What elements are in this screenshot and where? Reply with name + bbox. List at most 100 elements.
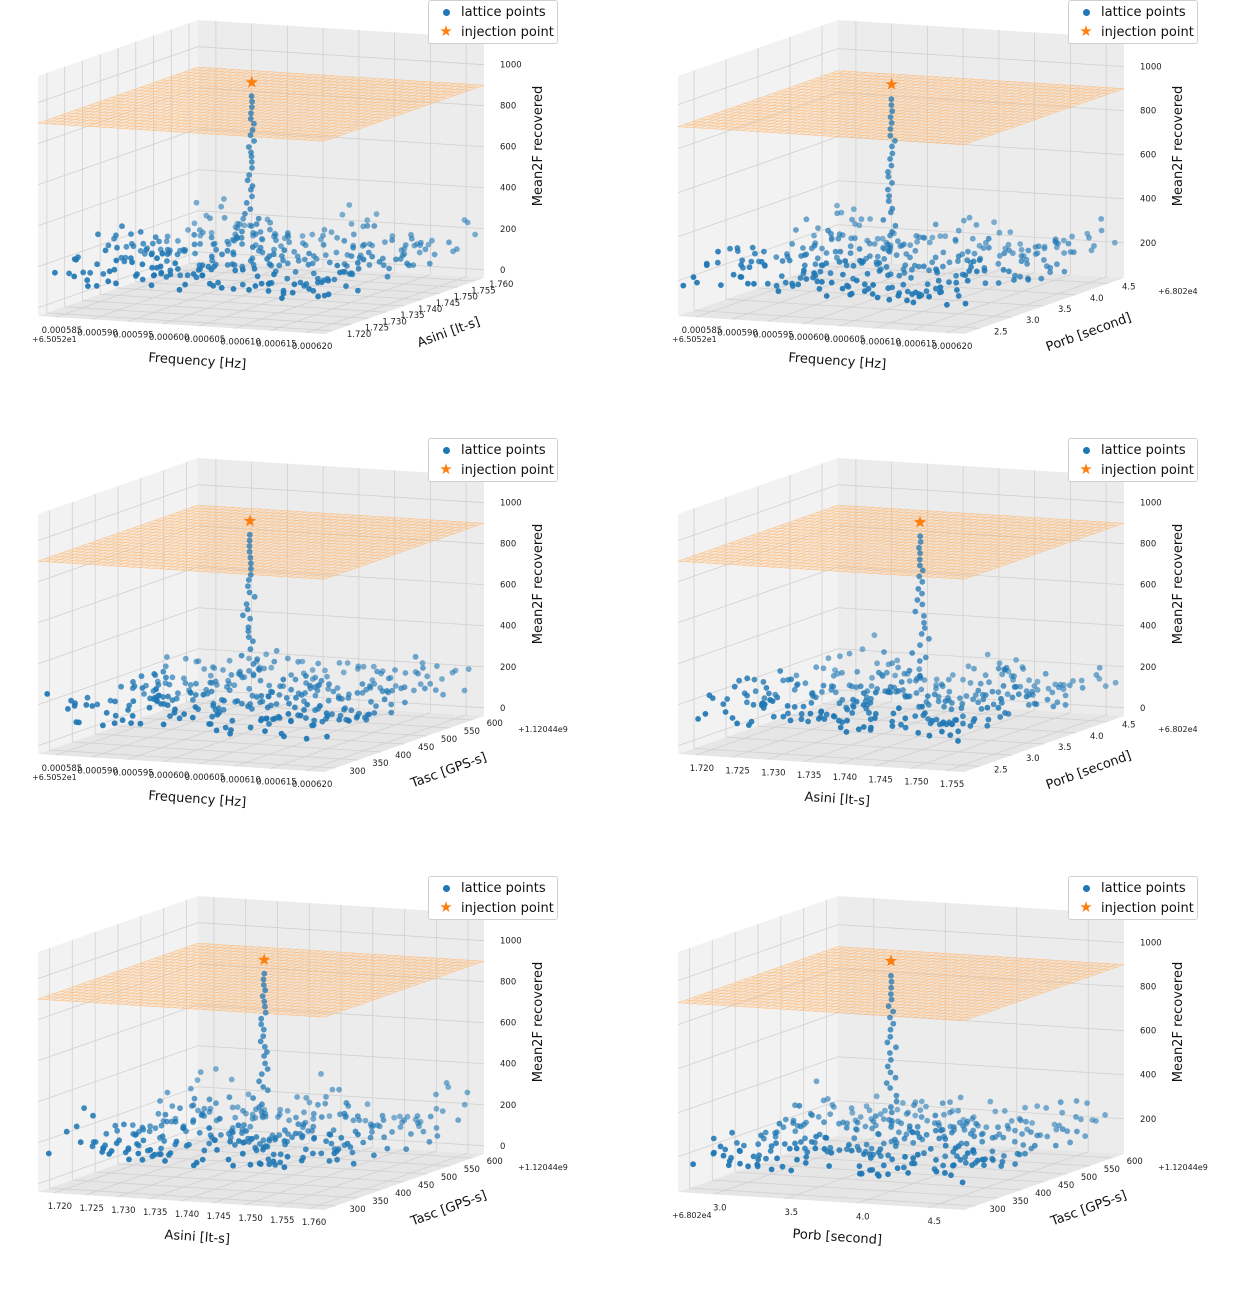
lattice-point: [981, 267, 988, 274]
x-tick-label: 0.000590: [77, 328, 118, 338]
lattice-point: [246, 172, 253, 178]
lattice-point: [260, 1026, 267, 1033]
lattice-point: [995, 704, 1002, 711]
lattice-point: [220, 667, 226, 673]
lattice-point: [89, 1143, 96, 1150]
lattice-point: [247, 724, 254, 731]
y-tick-label: 350: [1012, 1197, 1028, 1207]
y-tick-label: 3.0: [1026, 316, 1040, 326]
lattice-point: [1061, 268, 1068, 275]
lattice-point: [761, 695, 768, 702]
x-tick-label: 1.720: [48, 1202, 72, 1212]
lattice-point: [146, 1128, 153, 1135]
lattice-point: [902, 724, 909, 731]
lattice-point: [327, 1131, 334, 1138]
lattice-point: [277, 1106, 284, 1113]
lattice-point: [814, 278, 821, 285]
lattice-point: [793, 227, 799, 233]
lattice-point: [846, 1142, 852, 1148]
lattice-point: [849, 1109, 856, 1116]
lattice-point: [893, 1098, 900, 1105]
lattice-point: [1001, 1153, 1007, 1159]
lattice-point: [995, 665, 1002, 672]
lattice-point: [980, 245, 987, 252]
lattice-point: [239, 674, 246, 681]
lattice-point: [979, 1138, 986, 1145]
lattice-point: [792, 1102, 798, 1109]
lattice-point: [971, 1133, 978, 1140]
lattice-point: [873, 1093, 880, 1100]
lattice-point: [370, 663, 377, 670]
lattice-point: [209, 713, 216, 720]
lattice-point: [244, 606, 251, 613]
z-axis-label: Mean2F recovered: [531, 524, 546, 644]
lattice-point: [866, 1107, 873, 1114]
lattice-point: [902, 1153, 908, 1160]
lattice-point: [798, 711, 805, 717]
lattice-point: [1059, 1126, 1066, 1133]
x-tick-label: 1.745: [207, 1212, 231, 1222]
lattice-point: [985, 244, 992, 251]
lattice-dot-icon: [1077, 442, 1095, 460]
lattice-point: [246, 548, 253, 555]
lattice-point: [336, 660, 343, 666]
lattice-point: [830, 713, 837, 719]
lattice-point: [904, 297, 910, 304]
lattice-point: [350, 244, 357, 251]
y-offset-label: +6.802e4: [1158, 725, 1198, 734]
lattice-point: [354, 713, 361, 720]
lattice-point: [315, 660, 322, 667]
lattice-point: [1020, 1142, 1027, 1148]
lattice-point: [887, 1014, 893, 1021]
lattice-point: [980, 1156, 987, 1163]
lattice-point: [228, 672, 235, 678]
lattice-point: [189, 714, 196, 721]
lattice-point: [433, 1105, 440, 1112]
lattice-point: [73, 1123, 80, 1130]
lattice-point: [235, 1122, 242, 1129]
lattice-point: [1044, 696, 1051, 703]
lattice-point: [359, 681, 366, 687]
lattice-point: [376, 1123, 383, 1130]
z-tick-label: 0: [1140, 704, 1145, 714]
lattice-point: [249, 98, 256, 105]
lattice-point: [169, 697, 176, 704]
y-tick-label: 300: [989, 1205, 1005, 1215]
lattice-point: [844, 1146, 850, 1153]
legend-label-injection: injection point: [461, 25, 554, 40]
lattice-point: [888, 972, 894, 979]
lattice-point: [102, 247, 109, 254]
lattice-point: [1098, 216, 1105, 222]
lattice-point: [949, 700, 955, 706]
lattice-point: [455, 1117, 462, 1123]
x-tick-label: 0.000620: [932, 342, 973, 352]
lattice-point: [995, 280, 1002, 286]
lattice-point: [894, 657, 901, 664]
lattice-point: [224, 247, 231, 254]
lattice-point: [362, 1117, 369, 1124]
lattice-point: [871, 241, 878, 247]
lattice-point: [1003, 664, 1010, 671]
lattice-point: [926, 239, 933, 246]
lattice-point: [250, 638, 256, 645]
lattice-point: [983, 239, 989, 246]
z-tick-label: 0: [500, 266, 505, 276]
lattice-point: [297, 712, 304, 719]
lattice-point: [143, 246, 150, 253]
lattice-point: [431, 251, 438, 258]
z-tick-label: 800: [1140, 983, 1156, 993]
lattice-point: [249, 183, 256, 189]
z-tick-label: 800: [1140, 107, 1156, 117]
lattice-point: [254, 273, 261, 280]
lattice-point: [945, 676, 952, 683]
lattice-point: [1023, 693, 1030, 700]
lattice-point: [214, 1147, 220, 1153]
back-pane: [198, 20, 484, 278]
lattice-point: [782, 1116, 789, 1123]
lattice-point: [340, 669, 347, 676]
lattice-point: [277, 1151, 284, 1158]
lattice-point: [157, 263, 164, 270]
z-axis-label: Mean2F recovered: [531, 86, 546, 206]
lattice-point: [1000, 683, 1007, 689]
lattice-point: [795, 281, 802, 288]
